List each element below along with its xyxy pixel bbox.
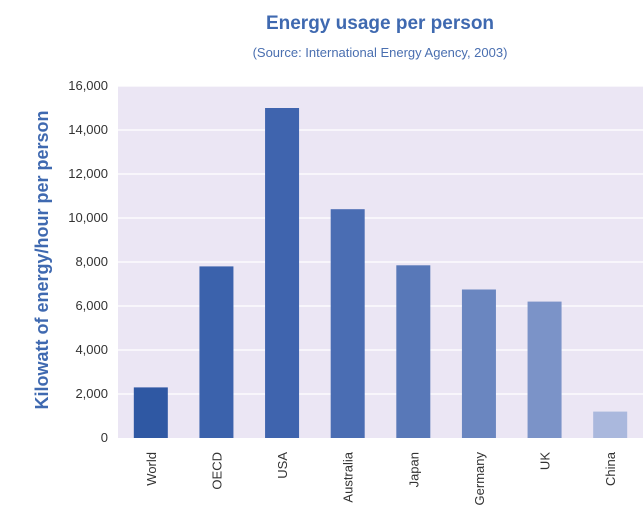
chart-subtitle: (Source: International Energy Agency, 20…	[253, 45, 508, 60]
y-tick-label: 14,000	[68, 122, 108, 137]
x-tick-label: China	[603, 451, 618, 486]
bar-world	[133, 387, 168, 438]
y-tick-label: 4,000	[75, 342, 108, 357]
x-tick-label: USA	[275, 452, 290, 479]
x-axis-ticks: World OECD USA Australia Japan Germany UK China	[144, 451, 618, 505]
x-tick-label: World	[144, 452, 159, 486]
x-tick-label: UK	[538, 452, 553, 470]
y-tick-label: 16,000	[68, 78, 108, 93]
bar-oecd	[199, 266, 234, 438]
y-axis-label: Kilowatt of energy/hour per person	[32, 110, 52, 409]
x-tick-label: OECD	[209, 452, 224, 490]
y-axis-ticks: 0 2,000 4,000 6,000 8,000 10,000 12,000 14,000 1…	[68, 78, 108, 445]
y-tick-label: 6,000	[75, 298, 108, 313]
y-tick-label: 12,000	[68, 166, 108, 181]
y-tick-label: 10,000	[68, 210, 108, 225]
bar-china	[593, 411, 628, 438]
y-tick-label: 2,000	[75, 386, 108, 401]
bar-uk	[527, 301, 562, 438]
bars	[133, 108, 628, 438]
bar-japan	[396, 265, 431, 438]
x-tick-label: Germany	[472, 452, 487, 506]
bar-germany	[461, 289, 496, 438]
x-tick-label: Japan	[406, 452, 421, 487]
chart-title: Energy usage per person	[266, 13, 494, 34]
y-tick-label: 0	[101, 430, 108, 445]
bar-usa	[265, 108, 300, 438]
x-tick-label: Australia	[341, 451, 356, 502]
bar-australia	[330, 209, 365, 438]
y-tick-label: 8,000	[75, 254, 108, 269]
